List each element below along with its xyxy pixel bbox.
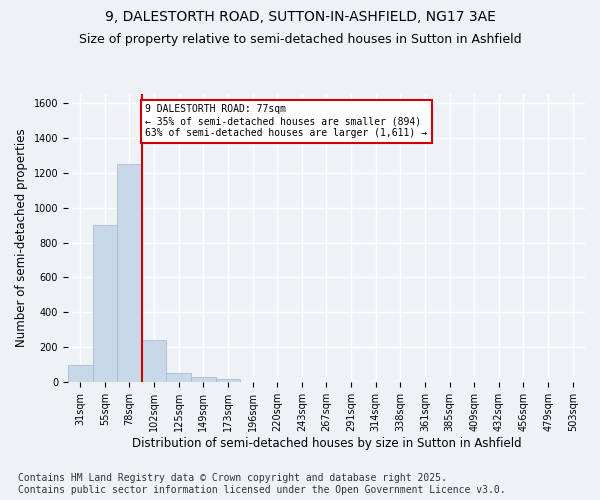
Text: 9 DALESTORTH ROAD: 77sqm
← 35% of semi-detached houses are smaller (894)
63% of : 9 DALESTORTH ROAD: 77sqm ← 35% of semi-d… xyxy=(145,104,427,138)
X-axis label: Distribution of semi-detached houses by size in Sutton in Ashfield: Distribution of semi-detached houses by … xyxy=(131,437,521,450)
Bar xyxy=(142,340,166,382)
Bar xyxy=(215,379,240,382)
Bar xyxy=(68,365,92,382)
Text: 9, DALESTORTH ROAD, SUTTON-IN-ASHFIELD, NG17 3AE: 9, DALESTORTH ROAD, SUTTON-IN-ASHFIELD, … xyxy=(104,10,496,24)
Y-axis label: Number of semi-detached properties: Number of semi-detached properties xyxy=(15,129,28,348)
Text: Size of property relative to semi-detached houses in Sutton in Ashfield: Size of property relative to semi-detach… xyxy=(79,32,521,46)
Bar xyxy=(166,372,191,382)
Bar xyxy=(92,225,117,382)
Text: Contains HM Land Registry data © Crown copyright and database right 2025.
Contai: Contains HM Land Registry data © Crown c… xyxy=(18,474,506,495)
Bar xyxy=(191,378,215,382)
Bar xyxy=(117,164,142,382)
